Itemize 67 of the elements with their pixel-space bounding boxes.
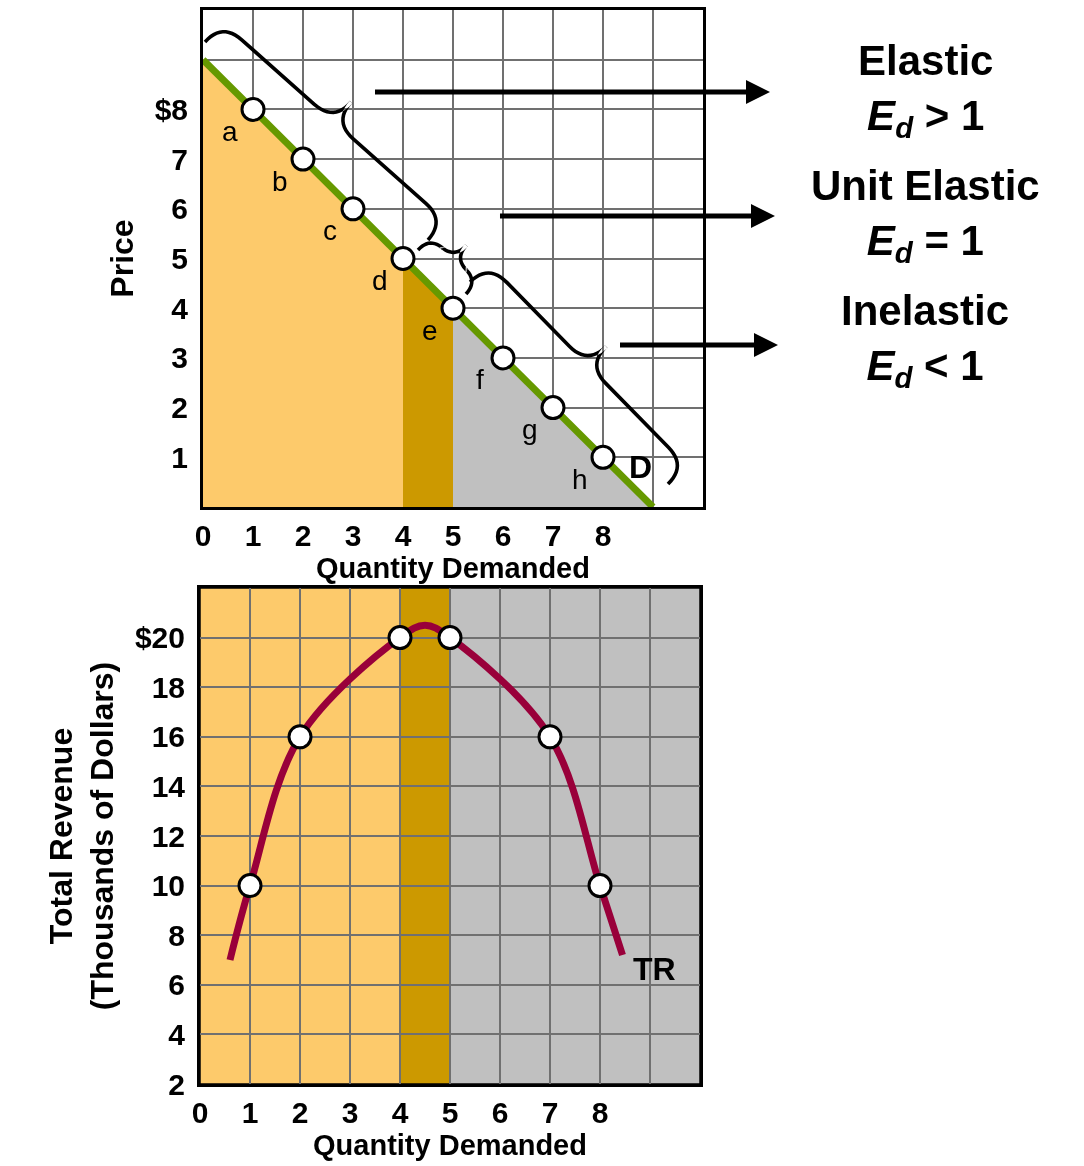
- y-tick-label: 4: [171, 291, 189, 325]
- y-tick-label: 3: [171, 341, 188, 375]
- x-tick-label: 0: [191, 1096, 209, 1129]
- point: [290, 146, 316, 172]
- y-tick-label: 4: [168, 1017, 186, 1051]
- y-tick-label: 2: [168, 1067, 185, 1101]
- annotation: a: [222, 116, 238, 147]
- y-tick-label: $20: [134, 621, 185, 655]
- y-tick-label: 18: [151, 670, 185, 704]
- y-tick-label: 8: [168, 918, 185, 952]
- x-tick-label: 3: [344, 519, 362, 552]
- x-tick-label: 8: [594, 519, 612, 552]
- y-axis-title: Price: [103, 219, 140, 298]
- annotation: f: [476, 364, 484, 395]
- x-tick-label: 7: [544, 519, 562, 552]
- point: [587, 873, 613, 899]
- annotation: g: [522, 414, 538, 445]
- x-tick-label: 5: [444, 519, 462, 552]
- y-tick-label: 12: [151, 819, 185, 853]
- y-axis-title: Total Revenue (Thousands of Dollars): [42, 661, 121, 1011]
- point: [590, 444, 616, 470]
- x-tick-label: 4: [391, 1096, 409, 1129]
- point: [340, 196, 366, 222]
- text: Inelastic E$_{d}$ < 1: [841, 287, 1010, 395]
- point: [240, 96, 266, 122]
- x-tick-label: 3: [341, 1096, 359, 1129]
- x-tick-label: 2: [291, 1096, 309, 1129]
- annotation: c: [323, 215, 337, 246]
- point: [440, 295, 466, 321]
- y-tick-label: 2: [171, 391, 188, 425]
- x-tick-label: 4: [394, 519, 412, 552]
- annotation: d: [372, 265, 388, 296]
- text: Elastic E$_{d}$ > 1: [858, 37, 994, 145]
- y-tick-label: 10: [151, 869, 185, 903]
- x-tick-label: 0: [194, 519, 212, 552]
- x-tick-label: 6: [494, 519, 512, 552]
- x-tick-label: 5: [441, 1096, 459, 1129]
- x-tick-label: 8: [591, 1096, 609, 1129]
- point: [287, 724, 313, 750]
- point: [387, 625, 413, 651]
- text: Unit Elastic E$_{d}$ = 1: [811, 162, 1040, 270]
- x-tick-label: 1: [241, 1096, 259, 1129]
- x-tick-label: 1: [244, 519, 262, 552]
- y-tick-label: 6: [171, 192, 188, 226]
- x-tick-label: 2: [294, 519, 312, 552]
- x-tick-label: 6: [491, 1096, 509, 1129]
- point: [437, 625, 463, 651]
- point: [490, 345, 516, 371]
- series-label: TR: [633, 951, 676, 987]
- annotation: e: [422, 315, 438, 346]
- y-tick-label: 1: [171, 440, 188, 474]
- point: [537, 724, 563, 750]
- y-tick-label: 16: [151, 720, 185, 754]
- series-label: D: [629, 449, 653, 485]
- y-tick-label: 14: [151, 769, 186, 803]
- annotation: h: [572, 464, 588, 495]
- y-tick-label: 7: [171, 142, 188, 176]
- point: [237, 873, 263, 899]
- y-tick-label: 5: [171, 242, 188, 275]
- x-axis-title: Quantity Demanded: [316, 552, 590, 584]
- annotation: b: [272, 166, 288, 197]
- y-tick-label: $8: [154, 92, 188, 126]
- point: [390, 246, 416, 271]
- x-axis-title: Quantity Demanded: [313, 1129, 587, 1161]
- x-tick-label: 7: [541, 1096, 559, 1129]
- point: [540, 395, 566, 421]
- y-tick-label: 6: [168, 968, 185, 1002]
